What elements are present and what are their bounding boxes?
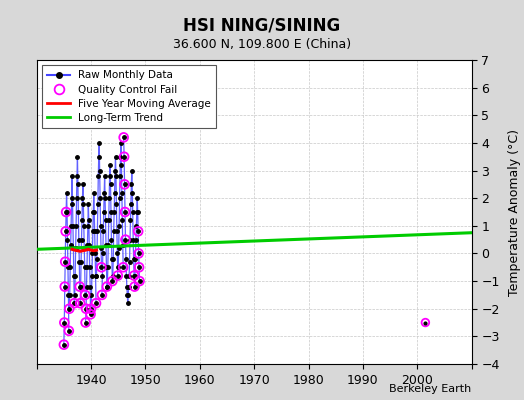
Point	[62, 209, 70, 215]
Point	[60, 319, 69, 326]
Point	[64, 328, 73, 334]
Point	[65, 306, 73, 312]
Point	[103, 284, 111, 290]
Text: Berkeley Earth: Berkeley Earth	[389, 384, 472, 394]
Point	[70, 300, 79, 306]
Point	[61, 284, 69, 290]
Point	[97, 264, 106, 270]
Point	[130, 284, 139, 290]
Point	[114, 272, 122, 279]
Point	[135, 278, 144, 284]
Point	[60, 342, 68, 348]
Point	[130, 272, 138, 279]
Point	[108, 278, 116, 284]
Text: HSI NING/SINING: HSI NING/SINING	[183, 16, 341, 34]
Point	[119, 264, 127, 270]
Point	[75, 284, 84, 290]
Point	[134, 228, 143, 234]
Point	[86, 311, 95, 318]
Point	[61, 228, 70, 234]
Point	[121, 181, 129, 188]
Point	[81, 319, 90, 326]
Point	[119, 134, 128, 140]
Point	[97, 292, 106, 298]
Text: 36.600 N, 109.800 E (China): 36.600 N, 109.800 E (China)	[173, 38, 351, 51]
Point	[87, 306, 95, 312]
Point	[81, 292, 90, 298]
Point	[121, 236, 129, 243]
Legend: Raw Monthly Data, Quality Control Fail, Five Year Moving Average, Long-Term Tren: Raw Monthly Data, Quality Control Fail, …	[42, 65, 216, 128]
Point	[92, 300, 100, 306]
Point	[61, 258, 69, 265]
Point	[135, 264, 143, 270]
Point	[135, 250, 143, 257]
Point	[120, 154, 128, 160]
Point	[121, 209, 129, 215]
Point	[76, 300, 84, 306]
Point	[421, 319, 430, 326]
Y-axis label: Temperature Anomaly (°C): Temperature Anomaly (°C)	[508, 128, 521, 296]
Point	[82, 306, 90, 312]
